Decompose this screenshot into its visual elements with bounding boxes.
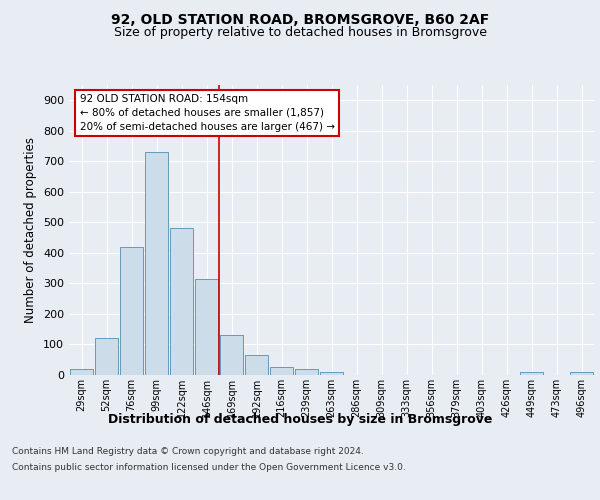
Bar <box>570 372 593 375</box>
Bar <box>270 368 293 375</box>
Text: Distribution of detached houses by size in Bromsgrove: Distribution of detached houses by size … <box>108 412 492 426</box>
Bar <box>320 372 343 375</box>
Bar <box>220 336 243 375</box>
Bar <box>95 338 118 375</box>
Text: Contains public sector information licensed under the Open Government Licence v3: Contains public sector information licen… <box>12 462 406 471</box>
Y-axis label: Number of detached properties: Number of detached properties <box>25 137 37 323</box>
Text: 92, OLD STATION ROAD, BROMSGROVE, B60 2AF: 92, OLD STATION ROAD, BROMSGROVE, B60 2A… <box>111 12 489 26</box>
Bar <box>145 152 168 375</box>
Bar <box>245 355 268 375</box>
Bar <box>120 247 143 375</box>
Bar <box>520 372 543 375</box>
Bar <box>195 279 218 375</box>
Text: Contains HM Land Registry data © Crown copyright and database right 2024.: Contains HM Land Registry data © Crown c… <box>12 448 364 456</box>
Text: Size of property relative to detached houses in Bromsgrove: Size of property relative to detached ho… <box>113 26 487 39</box>
Bar <box>170 228 193 375</box>
Bar <box>70 369 93 375</box>
Text: 92 OLD STATION ROAD: 154sqm
← 80% of detached houses are smaller (1,857)
20% of : 92 OLD STATION ROAD: 154sqm ← 80% of det… <box>79 94 335 132</box>
Bar <box>295 369 318 375</box>
